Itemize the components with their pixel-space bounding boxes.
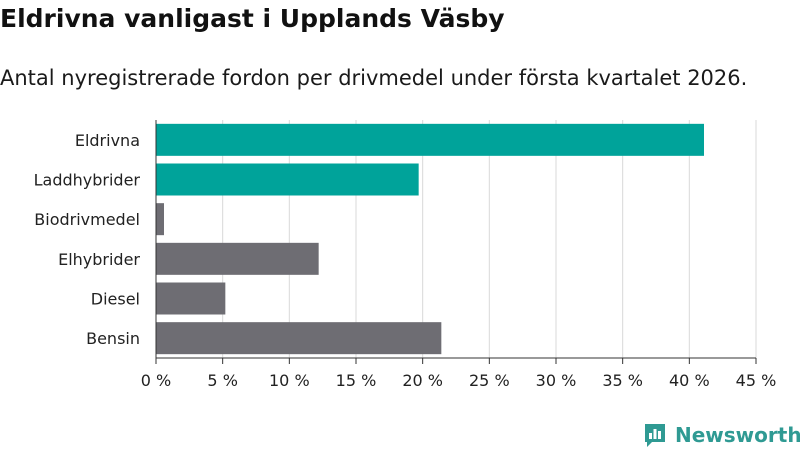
x-tick-label-25: 25 % xyxy=(469,371,510,390)
x-tick-label-40: 40 % xyxy=(669,371,710,390)
bar-elhybrider xyxy=(156,242,319,275)
category-label-eldrivna: Eldrivna xyxy=(75,131,140,150)
category-label-laddhybrider: Laddhybrider xyxy=(34,171,141,190)
category-label-elhybrider: Elhybrider xyxy=(58,250,140,269)
bar-bensin xyxy=(156,322,442,355)
bar-laddhybrider xyxy=(156,163,419,196)
x-tick-label-5: 5 % xyxy=(207,371,237,390)
x-tick-label-15: 15 % xyxy=(336,371,377,390)
newsworthy-logo: Newsworthy xyxy=(643,420,800,450)
category-label-biodrivmedel: Biodrivmedel xyxy=(34,210,140,229)
category-label-bensin: Bensin xyxy=(86,329,140,348)
x-tick-label-20: 20 % xyxy=(402,371,443,390)
category-label-diesel: Diesel xyxy=(91,290,140,309)
bar-eldrivna xyxy=(156,123,704,156)
x-tick-label-45: 45 % xyxy=(736,371,777,390)
chart-title: Eldrivna vanligast i Upplands Väsby xyxy=(0,4,505,33)
bar-diesel xyxy=(156,282,226,315)
chart-subtitle: Antal nyregistrerade fordon per drivmede… xyxy=(0,66,748,90)
newsworthy-logo-icon xyxy=(645,424,665,447)
x-tick-label-0: 0 % xyxy=(141,371,171,390)
x-tick-label-30: 30 % xyxy=(536,371,577,390)
x-tick-label-10: 10 % xyxy=(269,371,310,390)
x-tick-label-35: 35 % xyxy=(602,371,643,390)
brand-name: Newsworthy xyxy=(675,423,800,447)
bar-biodrivmedel xyxy=(156,203,164,236)
